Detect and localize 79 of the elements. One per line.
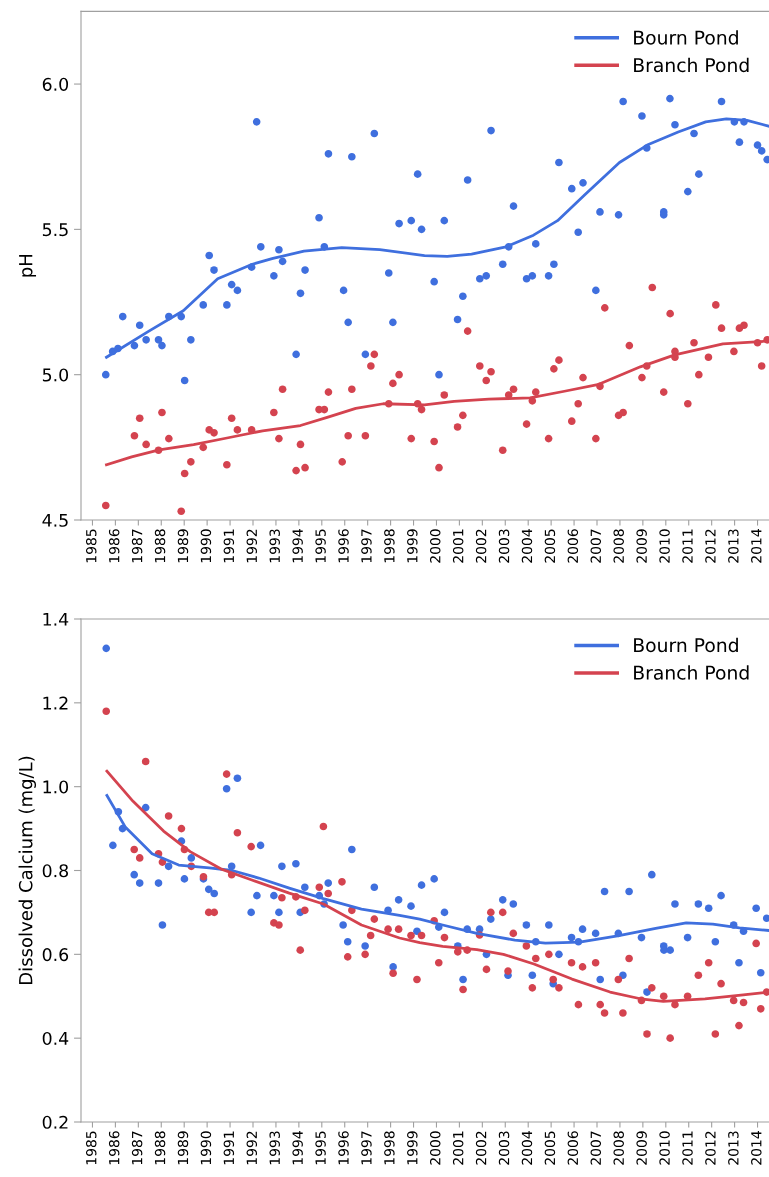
x-tick-label: 1997 [361,1131,372,1165]
x-tick-label: 1995 [315,1131,326,1165]
x-tick-label: 1994 [292,529,303,563]
x-tick-label: 1989 [177,1131,189,1165]
x-tick-label: 1999 [407,529,418,563]
x-tick-label: 2003 [498,529,510,563]
y-tick-label: 0.6 [42,948,69,962]
y-tick-label: 1.4 [43,612,69,626]
x-tick-label: 2007 [590,529,602,563]
x-tick-label: 1988 [154,529,166,563]
x-tick-label: 2008 [613,529,624,563]
x-tick-label: 2007 [590,1131,602,1165]
x-tick-label: 1997 [361,529,372,563]
x-tick-label: 2010 [659,529,670,563]
line-series [105,794,769,945]
y-tick-label: 4.5 [42,513,68,527]
x-tick-label: 1986 [108,1131,120,1165]
x-tick-label: 2012 [705,1131,716,1165]
x-tick-label: 1996 [338,1131,349,1165]
x-tick-label: 2013 [728,529,739,563]
y-tick-label: 1.2 [43,696,68,710]
x-tick-label: 1998 [384,1131,395,1165]
y-tick-label: 0.8 [42,864,69,878]
y-tick-label: 5.0 [42,368,69,382]
x-tick-label: 2003 [498,1131,510,1165]
x-tick-label: 2005 [544,529,556,563]
x-tick-label: 2009 [636,1131,647,1165]
x-tick-label: 1988 [154,1131,166,1165]
legend-label: Branch Pond [634,57,749,73]
x-tick-label: 1987 [131,529,143,563]
x-tick-label: 2014 [751,1131,762,1165]
x-tick-label: 2001 [452,529,464,563]
y-tick-label: 1.0 [43,780,69,794]
x-tick-label: 2011 [682,529,693,563]
y-tick-label: 5.5 [42,223,68,237]
x-tick-label: 1994 [292,1131,303,1165]
y-tick-label: 0.2 [42,1115,68,1129]
y-tick-label: 6.0 [42,77,69,91]
x-tick-label: 2005 [544,1131,556,1165]
x-tick-label: 1990 [200,1131,212,1165]
x-tick-label: 2006 [567,1131,579,1165]
x-tick-label: 1985 [85,529,97,563]
x-tick-label: 1989 [177,529,189,563]
legend-label: Bourn Pond [634,637,738,653]
line-series [105,117,769,359]
legend-label: Branch Pond [634,665,749,680]
y-tick-label: 0.4 [42,1031,69,1046]
x-tick-label: 1992 [246,1131,258,1165]
x-tick-label: 1996 [338,529,349,563]
x-tick-label: 1995 [315,529,326,563]
legend-label: Bourn Pond [634,30,738,45]
x-tick-label: 2002 [475,529,487,563]
x-tick-label: 1992 [246,529,258,563]
x-tick-label: 2008 [613,1131,624,1165]
x-tick-label: 2004 [521,1131,533,1165]
x-tick-label: 1986 [108,529,120,563]
x-tick-label: 2006 [567,529,579,563]
x-tick-label: 1991 [223,529,235,563]
x-tick-label: 2001 [452,1131,464,1165]
x-tick-label: 2012 [705,529,716,563]
x-tick-label: 2014 [751,529,762,563]
x-tick-label: 2010 [659,1131,670,1165]
y-axis-title: Dissolved Calcium (mg/L) [18,756,37,984]
x-tick-label: 2000 [429,529,441,563]
x-tick-label: 2011 [682,1131,693,1165]
x-tick-label: 1987 [131,1131,143,1165]
x-tick-label: 1998 [384,529,395,563]
x-tick-label: 1990 [200,529,212,563]
y-axis-title: pH [19,254,37,277]
x-tick-label: 2013 [728,1131,739,1165]
x-tick-label: 2002 [475,1131,487,1165]
x-tick-label: 1993 [269,529,280,563]
x-tick-label: 2009 [636,529,647,563]
x-tick-label: 1991 [223,1131,235,1165]
x-tick-label: 2004 [521,529,533,563]
x-tick-label: 2000 [429,1131,441,1165]
x-tick-label: 1985 [85,1131,97,1165]
x-tick-label: 1999 [407,1131,418,1165]
x-tick-label: 1993 [269,1131,280,1165]
